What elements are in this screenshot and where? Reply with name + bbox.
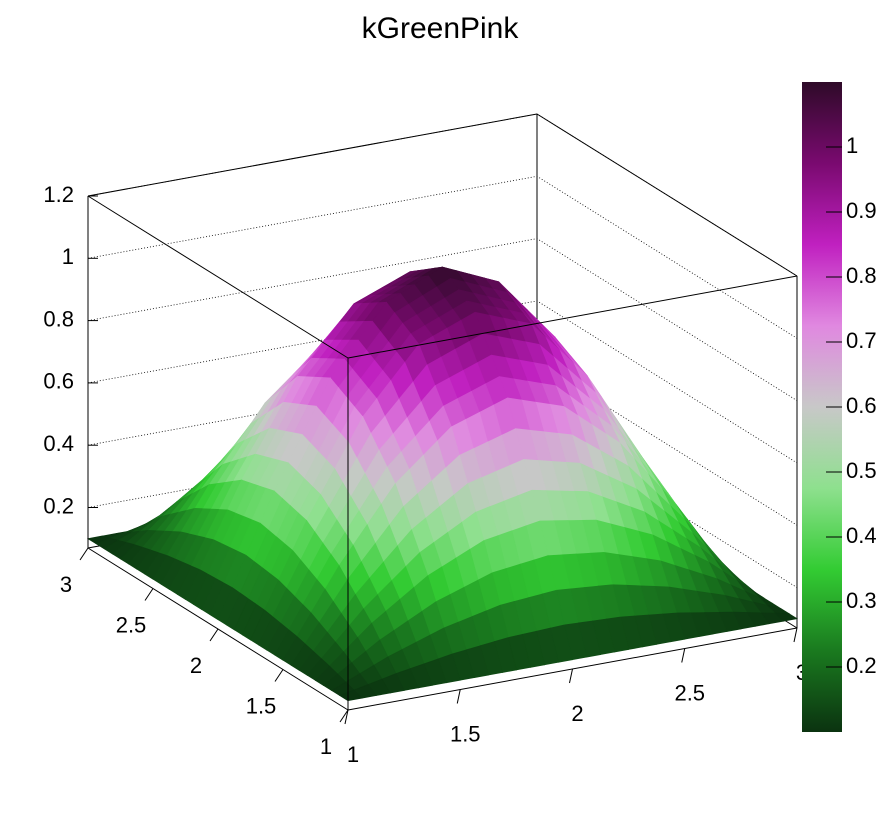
colorbar-tick-label: 0.8 xyxy=(846,263,877,288)
z-tick-label: 0.6 xyxy=(43,369,74,394)
chart-title: kGreenPink xyxy=(362,12,520,45)
surface xyxy=(86,266,799,702)
surface-cell xyxy=(338,689,363,702)
colorbar-tick-label: 0.9 xyxy=(846,198,877,223)
z-tick-label: 1.2 xyxy=(43,182,74,207)
colorbar-tick-label: 0.3 xyxy=(846,588,877,613)
z-tick-label: 0.2 xyxy=(43,493,74,518)
box-edge xyxy=(347,275,798,359)
y-tick-label: 3 xyxy=(60,572,72,597)
colorbar-tick-label: 0.6 xyxy=(846,393,877,418)
colorbar-tick-label: 0.2 xyxy=(846,653,877,678)
tick-mark xyxy=(79,547,89,561)
tick-mark xyxy=(456,689,461,704)
box-edge xyxy=(536,113,798,277)
grid-line xyxy=(87,175,798,339)
y-tick-label: 2.5 xyxy=(116,612,147,637)
box-edge xyxy=(87,195,349,359)
tick-mark xyxy=(144,588,154,601)
y-tick-label: 2 xyxy=(190,653,202,678)
tick-mark xyxy=(344,709,349,725)
x-tick-label: 2.5 xyxy=(674,680,705,705)
tick-mark xyxy=(793,627,798,643)
x-tick-label: 1 xyxy=(347,742,359,767)
z-tick-label: 0.4 xyxy=(43,431,74,456)
y-tick-label: 1.5 xyxy=(246,693,277,718)
box-edge xyxy=(87,113,538,197)
x-tick-label: 1.5 xyxy=(450,721,481,746)
grid-line xyxy=(87,300,798,464)
colorbar-tick-label: 0.5 xyxy=(846,458,877,483)
y-tick-label: 1 xyxy=(320,734,332,759)
tick-mark xyxy=(569,668,573,684)
z-tick-label: 0.8 xyxy=(43,306,74,331)
x-tick-label: 2 xyxy=(571,701,583,726)
colorbar-tick-label: 0.7 xyxy=(846,328,877,353)
grid-line xyxy=(87,238,798,401)
colorbar-tick-label: 1 xyxy=(846,133,858,158)
tick-mark xyxy=(681,648,686,663)
colorbar-tick-label: 0.4 xyxy=(846,523,877,548)
tick-mark xyxy=(339,709,349,723)
z-tick-label: 1 xyxy=(62,244,74,269)
tick-mark xyxy=(209,628,219,642)
tick-mark xyxy=(274,669,284,682)
